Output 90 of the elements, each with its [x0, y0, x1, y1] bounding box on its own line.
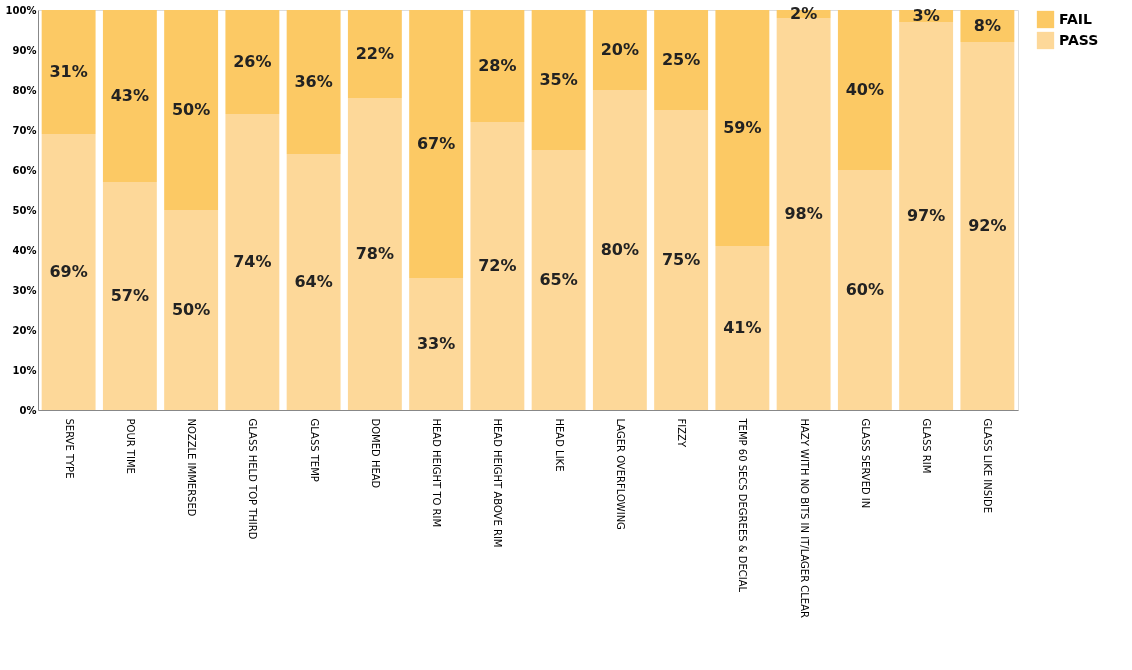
y-tick-label: 80% — [12, 84, 37, 96]
x-tick-label: GLASS HELD TOP THIRD — [247, 418, 259, 540]
bar — [347, 98, 402, 410]
data-label: 74% — [233, 252, 272, 271]
legend-label: PASS — [1059, 31, 1099, 48]
data-label: 65% — [539, 270, 578, 289]
x-tick-label: TEMP 60 SECS DEGREES & DECIAL — [737, 417, 749, 593]
bar — [470, 10, 525, 122]
data-label: 69% — [49, 262, 88, 281]
bar — [41, 10, 96, 134]
data-label: 22% — [355, 44, 395, 63]
data-label: 26% — [233, 52, 272, 71]
bar — [592, 90, 647, 410]
bar — [837, 10, 892, 170]
x-tick-label: HEAD HEIGHT ABOVE RIM — [492, 418, 504, 548]
data-label: 75% — [661, 250, 701, 269]
data-label: 28% — [478, 56, 517, 75]
bar — [286, 154, 341, 410]
data-label: 25% — [661, 50, 701, 69]
bar — [592, 10, 647, 90]
x-tick-label: GLASS SERVED IN — [859, 418, 871, 509]
legend-label: FAIL — [1059, 10, 1092, 27]
data-label: 36% — [294, 72, 333, 91]
bar — [654, 110, 709, 410]
data-label: 8% — [973, 16, 1001, 35]
bar — [531, 10, 586, 150]
bar — [715, 10, 770, 246]
data-label: 97% — [906, 206, 946, 225]
data-label: 72% — [478, 256, 517, 275]
bar — [715, 246, 770, 410]
data-label: 64% — [294, 272, 333, 291]
data-label: 20% — [600, 40, 640, 59]
data-label: 50% — [171, 300, 211, 319]
bar — [102, 10, 157, 182]
x-tick-label: DOMED HEAD — [369, 418, 381, 489]
bar — [470, 122, 525, 410]
x-tick-label: SERVE TYPE — [63, 418, 75, 479]
x-tick-label: HEAD HEIGHT TO RIM — [431, 418, 443, 528]
data-label: 80% — [600, 240, 640, 259]
x-tick-label: POUR TIME — [124, 418, 136, 474]
data-label: 40% — [845, 80, 885, 99]
bar — [164, 210, 219, 410]
bar — [409, 10, 464, 278]
bar — [347, 10, 402, 98]
bar — [41, 134, 96, 410]
bar — [286, 10, 341, 154]
bar — [654, 10, 709, 110]
data-label: 2% — [790, 4, 818, 23]
bar — [960, 42, 1015, 410]
data-label: 78% — [355, 244, 395, 263]
bar — [899, 22, 954, 410]
y-tick-label: 10% — [12, 364, 37, 376]
x-tick-label: FIZZY — [676, 418, 688, 448]
y-tick-label: 40% — [12, 244, 37, 256]
data-label: 57% — [110, 286, 150, 305]
data-label: 67% — [416, 134, 456, 153]
bar — [164, 10, 219, 210]
x-tick-label: GLASS RIM — [921, 418, 933, 474]
bar — [776, 18, 831, 410]
y-tick-label: 60% — [12, 164, 37, 176]
bar — [837, 170, 892, 410]
y-tick-label: 70% — [12, 124, 37, 136]
x-tick-label: GLASS TEMP — [308, 418, 320, 482]
x-tick-label: LAGER OVERFLOWING — [614, 418, 626, 530]
bar — [409, 278, 464, 410]
data-label: 98% — [784, 204, 823, 223]
x-tick-label: GLASS LIKE INSIDE — [982, 418, 994, 514]
data-label: 60% — [845, 280, 885, 299]
y-tick-label: 90% — [12, 44, 37, 56]
x-tick-label: NOZZLE IMMERSED — [186, 418, 198, 517]
bar — [102, 182, 157, 410]
bar — [531, 150, 586, 410]
y-tick-label: 0% — [19, 404, 37, 416]
data-label: 33% — [416, 334, 456, 353]
bar — [225, 10, 280, 114]
data-label: 35% — [539, 70, 578, 89]
y-tick-label: 100% — [5, 4, 37, 16]
x-tick-label: HAZY WITH NO BITS IN IT/LAGER CLEAR — [798, 418, 810, 619]
bar — [225, 114, 280, 410]
y-tick-label: 30% — [12, 284, 37, 296]
data-label: 92% — [968, 216, 1007, 235]
data-label: 59% — [723, 118, 762, 137]
y-tick-label: 50% — [12, 204, 37, 216]
data-label: 3% — [912, 6, 940, 25]
data-label: 43% — [110, 86, 150, 105]
x-tick-label: HEAD LIKE — [553, 418, 565, 472]
y-tick-label: 20% — [12, 324, 37, 336]
data-label: 31% — [49, 62, 88, 81]
data-label: 41% — [723, 318, 762, 337]
data-label: 50% — [171, 100, 211, 119]
